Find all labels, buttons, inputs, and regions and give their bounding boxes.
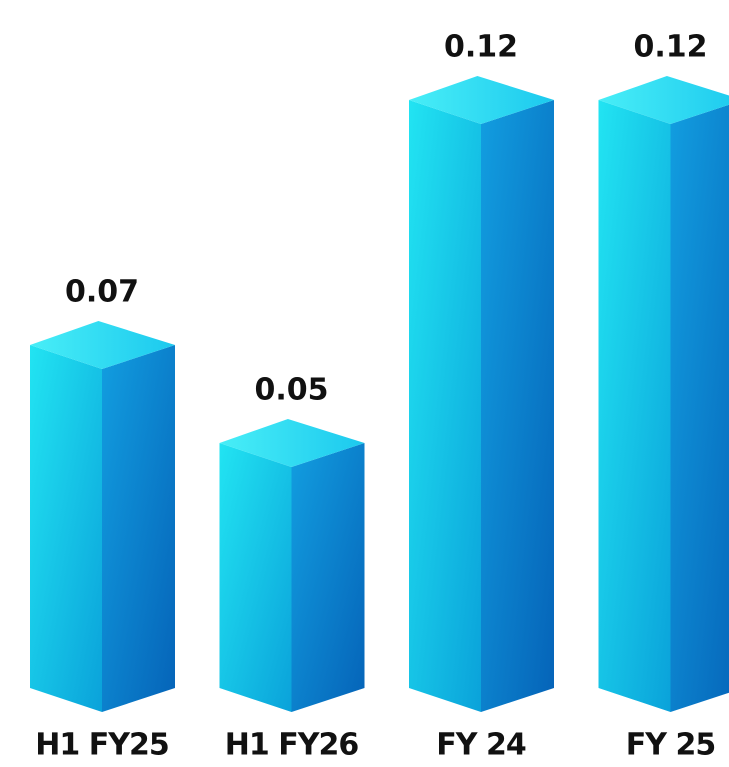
bar-front: [409, 100, 481, 712]
value-label: 0.05: [254, 373, 328, 408]
bar: [30, 321, 175, 712]
value-label: 0.12: [444, 30, 518, 65]
bar-top: [219, 419, 365, 467]
bar-side: [102, 345, 175, 712]
x-tick-label: H1 FY26: [225, 728, 359, 763]
x-tick-label: H1 FY25: [35, 728, 168, 763]
bar-side: [481, 100, 554, 712]
bar-front: [219, 443, 292, 712]
bar: [409, 76, 554, 712]
value-label: 0.07: [65, 275, 139, 310]
bar-side: [670, 104, 729, 712]
bar: [219, 419, 365, 712]
value-label: 0.12: [633, 30, 707, 65]
bar-side: [291, 443, 365, 712]
bar: [598, 76, 729, 712]
x-tick-label: FY 24: [436, 728, 526, 763]
x-tick-label: FY 25: [626, 728, 715, 763]
bar-top: [30, 321, 175, 369]
bar-front: [598, 100, 671, 712]
bar-top: [598, 76, 729, 124]
bar-top: [409, 76, 554, 124]
bar-front: [30, 345, 102, 712]
